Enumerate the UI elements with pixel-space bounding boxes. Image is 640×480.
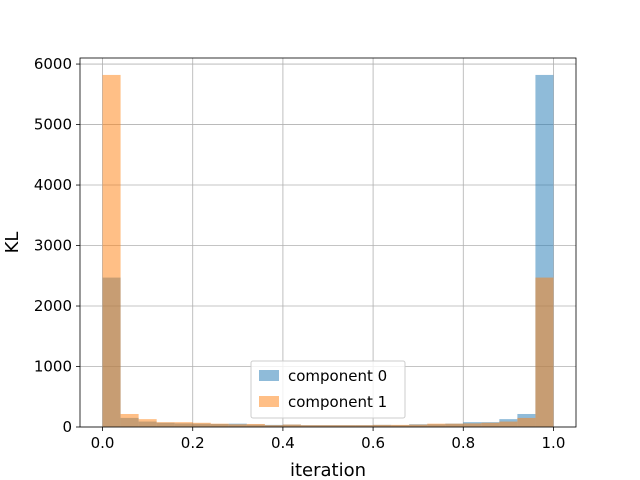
- histogram-bar: [210, 423, 229, 427]
- histogram-bar: [445, 423, 464, 427]
- histogram-bar: [192, 422, 211, 427]
- x-axis-ticks: 0.0 0.2 0.4 0.6 0.8 1.0: [91, 427, 566, 452]
- y-axis-label: KL: [2, 232, 23, 254]
- histogram-bar: [517, 417, 536, 427]
- y-tick-label: 5000: [34, 116, 72, 134]
- histogram-bar: [391, 424, 410, 427]
- x-tick-label: 1.0: [542, 434, 566, 452]
- histogram-bar: [174, 422, 193, 427]
- y-tick-label: 4000: [34, 176, 72, 194]
- y-tick-label: 0: [62, 418, 72, 436]
- legend: component 0 component 1: [250, 360, 406, 419]
- histogram-bar: [355, 425, 374, 427]
- histogram-bar: [409, 424, 428, 427]
- histogram-bar: [535, 277, 554, 427]
- legend-swatch-component-1: [259, 396, 279, 407]
- histogram-bar: [282, 424, 301, 427]
- histogram-bar: [138, 419, 157, 427]
- histogram-bar: [463, 423, 482, 427]
- x-tick-label: 0.0: [91, 434, 115, 452]
- grid-lines: [80, 58, 576, 428]
- histogram-bar: [300, 425, 319, 427]
- x-tick-label: 0.4: [271, 434, 295, 452]
- histogram-bar: [481, 422, 500, 427]
- histogram-bar: [228, 424, 247, 427]
- x-tick-label: 0.8: [451, 434, 475, 452]
- histogram-bar: [120, 413, 139, 427]
- y-tick-label: 2000: [34, 297, 72, 315]
- x-tick-label: 0.2: [181, 434, 205, 452]
- plot-area-frame: [79, 57, 577, 428]
- histogram-bar: [264, 425, 283, 427]
- x-axis-label: iteration: [290, 460, 366, 480]
- histogram-bar: [318, 425, 338, 427]
- histogram-bar: [156, 422, 175, 427]
- histogram-bar: [337, 425, 356, 427]
- histogram-bar: [427, 423, 446, 427]
- legend-swatch-component-0: [259, 370, 279, 381]
- series-component-1-bars: [102, 74, 554, 427]
- legend-label-component-1: component 1: [288, 393, 387, 411]
- y-axis-ticks: 0 1000 2000 3000 4000 5000 6000: [34, 55, 80, 436]
- y-tick-label: 3000: [34, 237, 72, 255]
- histogram-bar: [499, 421, 518, 427]
- histogram-bar: [246, 423, 265, 427]
- y-tick-label: 1000: [34, 358, 72, 376]
- histogram-bar: [373, 424, 392, 427]
- histogram-bar: [102, 74, 121, 427]
- legend-label-component-0: component 0: [288, 367, 387, 385]
- legend-box: [250, 360, 406, 419]
- x-tick-label: 0.6: [361, 434, 385, 452]
- y-tick-label: 6000: [34, 55, 72, 73]
